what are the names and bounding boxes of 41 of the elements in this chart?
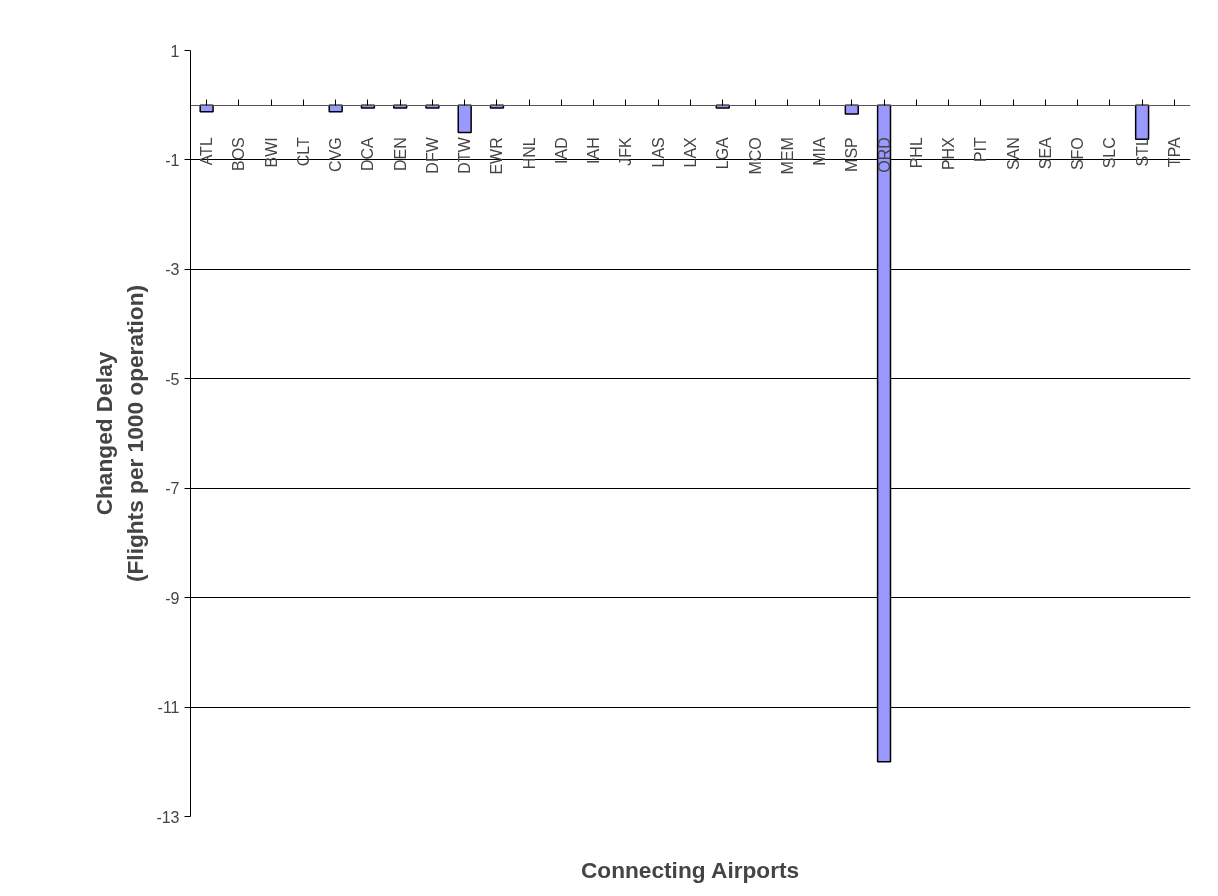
x-tick-label: SLC: [1101, 137, 1119, 169]
x-tick-label: HNL: [520, 137, 538, 170]
y-tick-label: -7: [165, 480, 180, 498]
x-tick-label: SAN: [1004, 137, 1022, 171]
y-tick-label: -1: [165, 151, 180, 169]
x-tick-label: SEA: [1036, 136, 1054, 170]
x-tick-label: PHX: [940, 136, 958, 171]
x-tick-label: ORD: [875, 137, 893, 173]
y-tick-label: -9: [165, 589, 180, 607]
x-axis-title: Connecting Airports: [581, 856, 800, 883]
x-tick-label: DTW: [456, 136, 474, 174]
x-tick-label: PIT: [972, 136, 990, 163]
x-tick-label: MCO: [746, 137, 764, 175]
y-tick-label: -5: [165, 370, 180, 388]
x-tick-label: BOS: [230, 137, 248, 171]
x-tick-label: MIA: [811, 136, 829, 166]
y-tick-label: -13: [156, 808, 180, 826]
x-tick-label: MSP: [843, 137, 861, 172]
y-tick-label: -11: [157, 699, 180, 717]
y-tick-label: 1: [170, 42, 180, 60]
x-tick-label: STL: [1133, 137, 1151, 167]
x-tick-label: MEM: [778, 137, 796, 175]
x-tick-label: DCA: [359, 136, 377, 171]
x-tick-label: PHL: [907, 137, 925, 169]
x-tick-label: SFO: [1069, 137, 1087, 171]
x-tick-label: CVG: [327, 137, 345, 172]
y-tick-label: -3: [165, 261, 180, 279]
y-axis-title: Changed Delay (Flights per 1000 operation): [91, 284, 149, 583]
x-tick-label: LAX: [682, 136, 699, 168]
x-tick-label: CLT: [294, 136, 312, 167]
x-tick-label: DFW: [423, 136, 441, 174]
x-tick-label: ATL: [198, 137, 216, 166]
x-tick-label: DEN: [391, 137, 409, 171]
x-tick-label: BWI: [262, 137, 280, 168]
x-tick-label: IAD: [552, 137, 570, 164]
x-tick-label: LAS: [649, 137, 667, 168]
x-tick-label: TPA: [1165, 136, 1183, 168]
x-tick-label: IAH: [585, 137, 603, 164]
x-tick-label: JFK: [617, 136, 635, 166]
x-tick-label: LGA: [714, 136, 732, 170]
x-tick-label: EWR: [488, 137, 506, 175]
